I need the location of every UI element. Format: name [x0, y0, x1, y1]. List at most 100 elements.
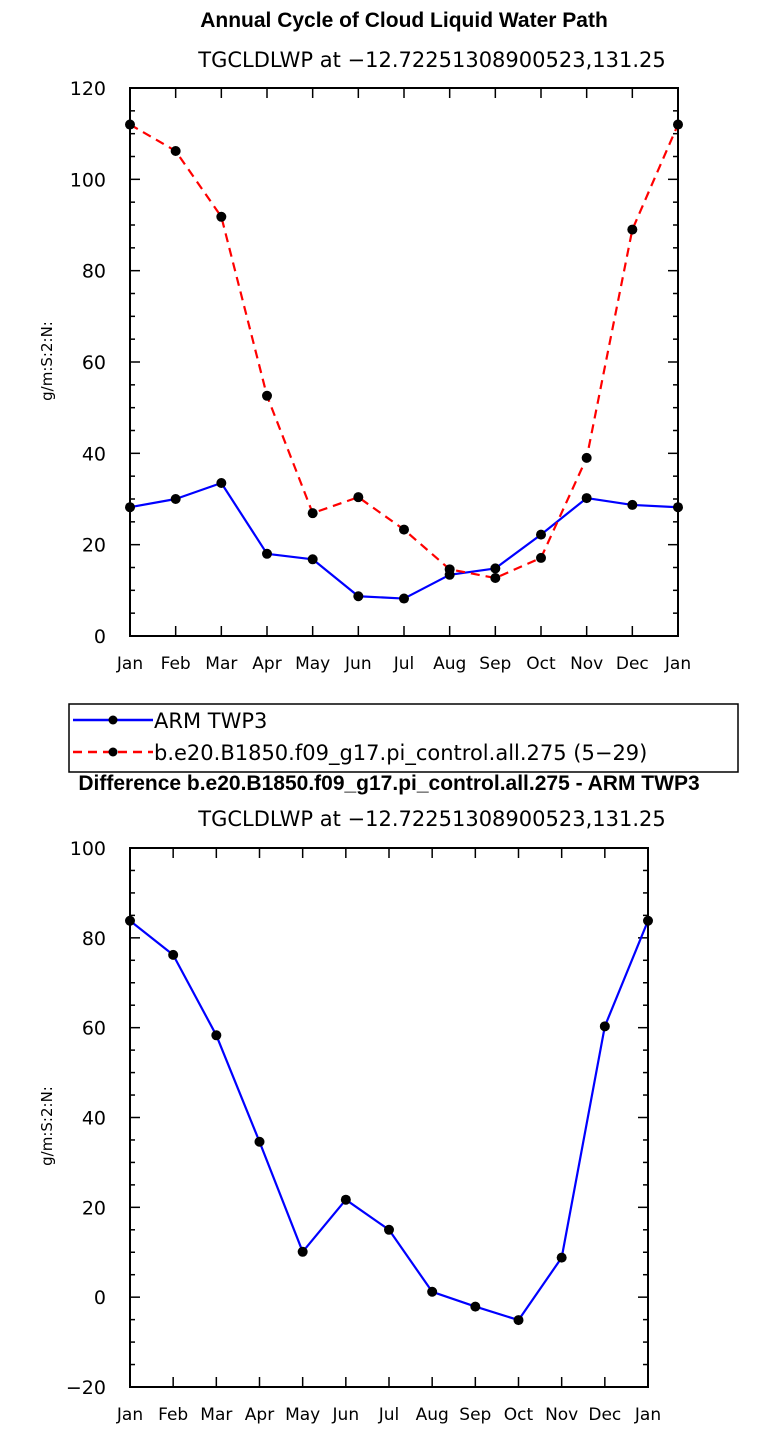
chart-1-y-axis-label: g/m:S:2:N: [38, 321, 56, 401]
series-line [129, 919, 650, 1322]
data-point [307, 508, 318, 519]
data-point [599, 1021, 610, 1032]
x-tick-label: Jan [634, 1405, 661, 1425]
data-point [627, 224, 638, 235]
chart-2-title: Difference b.e20.B1850.f09_g17.pi_contro… [78, 772, 699, 795]
data-point [307, 554, 318, 565]
series-line [129, 481, 679, 600]
x-tick-label: May [285, 1405, 320, 1425]
x-tick-label: Jun [344, 654, 372, 674]
y-tick-label: 120 [70, 78, 106, 100]
y-tick-label: 100 [70, 169, 106, 191]
chart-difference: Difference b.e20.B1850.f09_g17.pi_contro… [38, 772, 700, 1425]
x-tick-label: Oct [526, 654, 556, 674]
legend-box [68, 703, 739, 773]
x-tick-label: Apr [245, 1405, 274, 1425]
x-tick-label: Oct [504, 1405, 534, 1425]
y-tick-label: 20 [82, 1197, 106, 1219]
x-tick-label: Dec [588, 1405, 621, 1425]
data-point [399, 524, 409, 535]
x-tick-label: Mar [200, 1405, 232, 1425]
data-point [254, 1136, 265, 1147]
data-point [170, 494, 181, 504]
data-point [536, 552, 546, 563]
y-tick-label: 0 [94, 626, 106, 648]
data-point [399, 593, 409, 604]
data-point [353, 492, 364, 503]
chart-1-ticks: Jan Feb Mar Apr May Jun Jul Aug Sep Oct Nov Dec Jan 0… [70, 78, 691, 674]
data-point [673, 502, 683, 513]
legend: ARM TWP3 b.e20.B1850.f09_g17.pi_control.… [68, 703, 739, 773]
data-point [556, 1252, 567, 1263]
chart-1-series-group [125, 119, 683, 604]
x-tick-label: Jul [378, 1405, 400, 1425]
data-point [490, 563, 501, 574]
x-tick-label: Jul [393, 654, 415, 674]
data-point [581, 452, 592, 463]
y-tick-label: 80 [82, 261, 106, 283]
chart-1-title: Annual Cycle of Cloud Liquid Water Path [200, 9, 608, 32]
chart-2-subtitle: TGCLDLWP at −12.72251308900523,131.25 [197, 807, 666, 831]
chart-2-plot-frame [129, 847, 649, 1388]
x-tick-label: Feb [161, 654, 191, 674]
data-point [470, 1301, 481, 1312]
data-point [513, 1315, 524, 1326]
data-point [216, 478, 227, 489]
data-point [211, 1030, 222, 1041]
data-point [384, 1224, 394, 1235]
y-tick-label: 100 [70, 838, 106, 860]
chart-annual-cycle: Annual Cycle of Cloud Liquid Water Path … [38, 9, 691, 674]
x-tick-label: Sep [479, 654, 511, 674]
chart-1-plot-frame [129, 87, 679, 637]
x-tick-label: Apr [252, 654, 281, 674]
y-tick-label: 80 [82, 928, 106, 950]
x-tick-label: Nov [545, 1405, 578, 1425]
data-point [643, 915, 653, 926]
x-tick-label: Nov [570, 654, 603, 674]
x-tick-label: Feb [158, 1405, 188, 1425]
y-tick-label: 20 [82, 535, 106, 557]
x-tick-label: Aug [416, 1405, 449, 1425]
x-tick-label: Jan [664, 654, 691, 674]
y-tick-label: 40 [82, 1108, 106, 1130]
data-point [581, 493, 592, 504]
chart-2-series-group [125, 915, 653, 1326]
data-point [262, 548, 272, 559]
series-line [129, 123, 680, 580]
data-point [444, 564, 455, 575]
x-tick-label: May [295, 654, 330, 674]
data-point [262, 390, 272, 401]
y-tick-label: 60 [82, 352, 106, 374]
x-tick-label: Jun [332, 1405, 360, 1425]
data-point [536, 529, 546, 540]
data-point [125, 915, 135, 926]
y-tick-label: 60 [82, 1018, 106, 1040]
data-point [340, 1194, 351, 1205]
x-tick-label: Aug [433, 654, 466, 674]
legend-label-arm-twp3: ARM TWP3 [154, 709, 267, 733]
x-tick-label: Mar [205, 654, 237, 674]
data-point [427, 1286, 438, 1297]
data-point [627, 499, 638, 510]
x-tick-label: Dec [616, 654, 649, 674]
data-point [353, 591, 364, 602]
legend-marker-model [108, 747, 118, 757]
legend-marker-arm-twp3 [108, 715, 118, 725]
data-point [490, 573, 501, 584]
legend-label-model: b.e20.B1850.f09_g17.pi_control.all.275 (… [154, 741, 647, 766]
data-point [297, 1246, 308, 1257]
chart-2-ticks: Jan Feb Mar Apr May Jun Jul Aug Sep Oct Nov Dec Jan−… [66, 838, 661, 1425]
data-point [673, 119, 683, 130]
x-tick-label: Jan [116, 654, 143, 674]
data-point [168, 949, 179, 960]
y-tick-label: −20 [66, 1377, 106, 1399]
data-point [125, 502, 135, 513]
x-tick-label: Sep [459, 1405, 491, 1425]
data-point [216, 211, 227, 222]
x-tick-label: Jan [116, 1405, 143, 1425]
data-point [125, 119, 135, 130]
chart-2-y-axis-label: g/m:S:2:N: [38, 1086, 56, 1166]
chart-1-subtitle: TGCLDLWP at −12.72251308900523,131.25 [197, 48, 666, 72]
y-tick-label: 0 [94, 1287, 106, 1309]
